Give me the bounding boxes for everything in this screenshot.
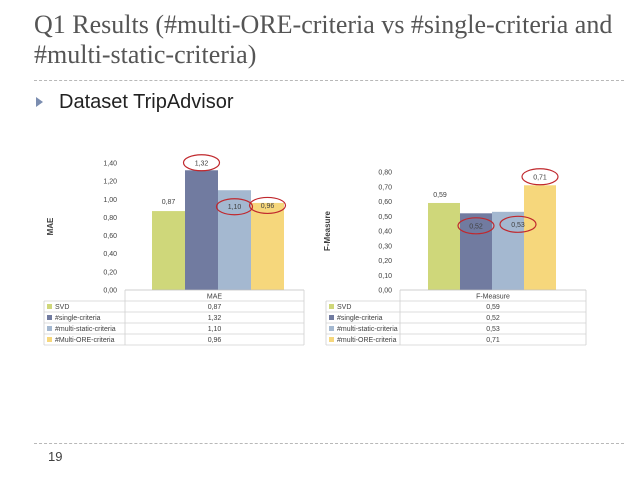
title-divider bbox=[34, 80, 624, 81]
legend-swatch bbox=[329, 337, 334, 342]
mae-chart-svg: 0,00 0,20 0,40 0,60 0,80 1,00 1,20 1,40 MAE MAE SV… bbox=[43, 154, 305, 346]
highlight-ellipse bbox=[215, 198, 254, 216]
y-tick-label: 0,20 bbox=[378, 258, 392, 265]
footer-divider bbox=[34, 443, 624, 444]
table-value: 0,87 bbox=[208, 304, 222, 311]
y-tick-label: 0,30 bbox=[378, 243, 392, 250]
table-value: 0,53 bbox=[486, 326, 500, 333]
highlight-ellipse bbox=[521, 168, 559, 186]
data-label: 0,96 bbox=[261, 203, 275, 210]
y-tick-label: 0,40 bbox=[378, 229, 392, 236]
legend-label: #single-criteria bbox=[55, 315, 101, 322]
y-tick-label: 0,50 bbox=[378, 214, 392, 221]
legend-label: #multi-static-criteria bbox=[55, 326, 116, 333]
category-label: F-Measure bbox=[476, 294, 510, 301]
legend-swatch bbox=[329, 326, 334, 331]
legend-label: #single-criteria bbox=[337, 315, 383, 322]
y-tick-label: 0,00 bbox=[103, 288, 117, 295]
bar bbox=[185, 170, 218, 290]
slide-title: Q1 Results (#multi-ORE-criteria vs #sing… bbox=[34, 10, 613, 69]
f-measure-chart-svg: 0,00 0,10 0,20 0,30 0,40 0,50 0,60 0,70 0,80 F-Me… bbox=[323, 168, 587, 346]
table-value: 0,59 bbox=[486, 304, 500, 311]
page-number: 19 bbox=[48, 449, 63, 464]
table-value: 1,32 bbox=[208, 315, 222, 322]
legend-label: SVD bbox=[337, 304, 351, 311]
data-label: 0,59 bbox=[433, 192, 447, 199]
legend-swatch bbox=[329, 304, 334, 309]
data-label: 0,53 bbox=[511, 222, 525, 229]
data-label: 1,10 bbox=[228, 204, 242, 211]
y-tick-label: 1,40 bbox=[103, 161, 117, 168]
bullet-text: Dataset TripAdvisor bbox=[59, 90, 234, 113]
y-tick-label: 1,00 bbox=[103, 197, 117, 204]
legend-label: #multi-ORE-criteria bbox=[337, 337, 397, 344]
y-tick-label: 0,60 bbox=[378, 199, 392, 206]
bar bbox=[492, 211, 524, 290]
y-tick-label: 0,80 bbox=[103, 215, 117, 222]
bar bbox=[218, 190, 251, 290]
legend-label: #Multi-ORE-criteria bbox=[55, 337, 115, 344]
highlight-ellipse bbox=[182, 154, 221, 172]
table-value: 1,10 bbox=[208, 326, 222, 333]
mae-chart: 0,00 0,20 0,40 0,60 0,80 1,00 1,20 1,40 MAE MAE SV… bbox=[40, 150, 310, 360]
bar bbox=[524, 185, 556, 290]
table-value: 0,96 bbox=[208, 337, 222, 344]
y-axis-title: F-Measure bbox=[323, 210, 332, 251]
highlight-ellipse bbox=[499, 215, 537, 233]
table-value: 0,71 bbox=[486, 337, 500, 344]
y-tick-label: 1,20 bbox=[103, 179, 117, 186]
legend-label: SVD bbox=[55, 304, 69, 311]
data-label: 0,52 bbox=[469, 223, 483, 230]
data-label: 0,87 bbox=[162, 199, 176, 206]
data-label: 0,71 bbox=[533, 174, 547, 181]
legend-swatch bbox=[47, 337, 52, 342]
highlight-ellipse bbox=[248, 196, 287, 215]
category-label: MAE bbox=[207, 294, 223, 301]
y-tick-label: 0,60 bbox=[103, 233, 117, 240]
y-tick-label: 0,20 bbox=[103, 269, 117, 276]
y-tick-label: 0,80 bbox=[378, 170, 392, 177]
y-tick-label: 0,00 bbox=[378, 288, 392, 295]
legend-swatch bbox=[47, 315, 52, 320]
legend-swatch bbox=[47, 304, 52, 309]
bar bbox=[460, 213, 492, 290]
y-tick-label: 0,40 bbox=[103, 251, 117, 258]
bar bbox=[251, 202, 284, 290]
bar bbox=[152, 211, 185, 290]
legend-swatch bbox=[329, 315, 334, 320]
y-axis-title: MAE bbox=[46, 217, 55, 235]
bullet-item: Dataset TripAdvisor bbox=[36, 90, 234, 114]
legend-label: #multi-static-criteria bbox=[337, 326, 398, 333]
highlight-ellipse bbox=[457, 217, 495, 235]
y-tick-label: 0,70 bbox=[378, 184, 392, 191]
y-tick-label: 0,10 bbox=[378, 273, 392, 280]
bar bbox=[428, 202, 460, 290]
triangle-bullet-icon bbox=[36, 97, 43, 107]
data-label: 1,32 bbox=[195, 160, 209, 167]
table-value: 0,52 bbox=[486, 315, 500, 322]
legend-swatch bbox=[47, 326, 52, 331]
f-measure-chart: 0,00 0,10 0,20 0,30 0,40 0,50 0,60 0,70 0,80 F-Me… bbox=[322, 158, 592, 360]
